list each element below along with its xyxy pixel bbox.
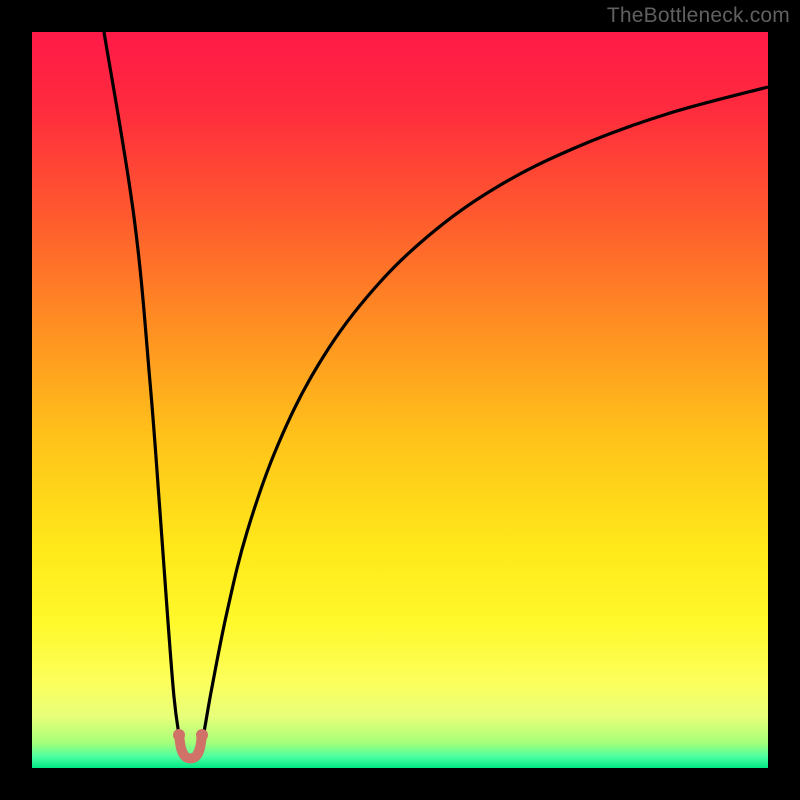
chart-container: TheBottleneck.com — [0, 0, 800, 800]
watermark-text: TheBottleneck.com — [607, 4, 790, 28]
gradient-background — [32, 32, 768, 768]
plot-area — [32, 32, 768, 768]
